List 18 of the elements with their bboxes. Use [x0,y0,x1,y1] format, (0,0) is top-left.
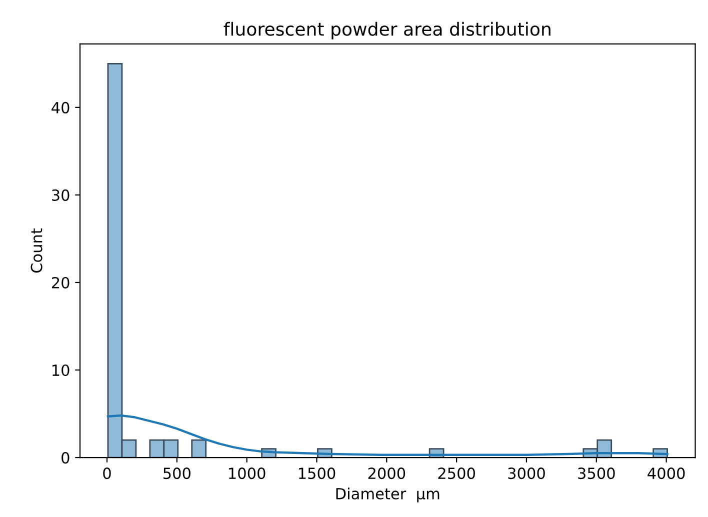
chart-title: fluorescent powder area distribution [224,22,550,40]
x-tick-label: 3000 [508,468,545,480]
y-axis-title: Count [30,228,42,273]
x-tick-label: 0 [103,468,111,480]
x-tick-label: 2500 [438,468,475,480]
y-tick-label: 0 [62,452,70,464]
y-tick-label: 20 [52,276,70,288]
y-tick-label: 10 [52,364,70,376]
x-tick-label: 3500 [578,468,615,480]
x-tick-label: 1500 [298,468,336,480]
x-tick-label: 500 [164,468,190,480]
x-tick-label: 4000 [648,468,685,480]
line-series [106,414,668,456]
x-tick-label: 2000 [368,468,406,480]
x-axis-title: Diameter µm [336,488,440,502]
x-tick-label: 1000 [229,468,266,480]
y-tick-label: 30 [52,189,70,201]
y-tick-label: 40 [52,102,70,114]
